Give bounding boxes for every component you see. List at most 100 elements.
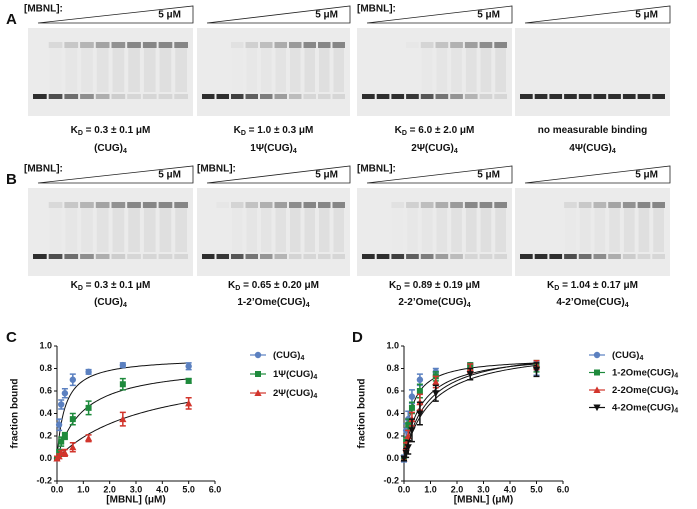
data-point [69,443,77,451]
gel-band [260,202,273,208]
gel-smear [96,48,109,92]
y-tick-label: 1.0 [39,340,52,350]
gel-smear [159,208,172,252]
gel-smear [275,208,286,252]
gel-band [245,42,258,48]
gel-band [95,254,110,259]
gel-smear [609,208,620,252]
gel-smear [333,208,344,252]
gel-smear [319,208,330,252]
x-tick-label: 6.0 [557,484,570,494]
data-point [55,421,63,428]
data-point [185,363,192,370]
gel-band [64,254,79,259]
gel-band [479,94,493,99]
gel-band [95,202,110,208]
gel-band [435,254,449,259]
gel-band [494,202,507,208]
legend-marker [593,404,601,412]
subscript: 4 [300,355,304,362]
gel-band [274,42,287,48]
gel-band [289,254,302,259]
text-piece: 1-2’Ome(CUG) [237,297,305,308]
concentration-label: [MBNL]: [357,4,396,15]
gel-smear [421,208,433,252]
gel-smear [128,48,140,92]
gel-band [158,202,173,208]
gel-band [479,202,493,208]
rna-label: (CUG)4 [94,297,127,310]
gel-band [479,42,493,48]
gel-band [231,254,244,259]
max-concentration: 5 μM [477,170,500,181]
gel-band [216,254,229,259]
text-piece: 2-2’Ome(CUG) [398,297,466,308]
concentration-wedge [366,5,513,24]
gel-band [406,94,419,99]
subscript: D [396,285,401,292]
gel-band [332,202,345,208]
gel-band [362,94,375,99]
concentration-wedge [524,5,671,24]
gel-smear [623,208,635,252]
gel-band [420,254,434,259]
data-point [55,452,63,460]
kd-label: no measurable binding [538,125,647,136]
gel-smear [232,48,243,92]
x-tick-label: 2.0 [451,484,464,494]
gel-band [464,94,478,99]
data-point [61,390,69,397]
text-piece: = 0.65 ± 0.20 μM [240,280,319,291]
gel-band [245,254,258,259]
gel-smear [81,48,93,92]
gel-band [80,42,94,48]
data-point [185,377,192,384]
gel-band [564,254,577,259]
gel-smear [275,48,286,92]
gel-band [289,42,302,48]
concentration-wedge [37,165,194,184]
gel-band [231,94,244,99]
legend-label: 4-2Ome(CUG)4 [612,402,678,415]
gel-band [376,94,390,99]
gel-band [494,94,507,99]
x-tick-label: 2.0 [103,484,116,494]
text-piece: (CUG) [94,143,123,154]
concentration-wedge [524,165,671,184]
gel-band [216,94,229,99]
gel-band [127,254,141,259]
gel-band [80,94,94,99]
gel-band [420,202,434,208]
y-tick-label: 0.8 [39,363,52,373]
gel-smear [112,48,125,92]
gel-band [245,202,258,208]
gel-band [406,42,419,48]
gel-band [33,94,47,99]
gel-band [80,254,94,259]
text-piece: K [389,280,397,291]
text-piece: K [71,125,79,136]
gel-band [80,202,94,208]
x-tick-label: 0.0 [398,484,411,494]
gel-smear [232,208,243,252]
gel-band [593,202,607,208]
gel-band [217,202,230,208]
gel-smear [319,48,330,92]
gel-band [564,202,577,208]
gel-band [231,202,244,208]
rna-label: 1Ψ(CUG)4 [250,143,297,156]
gel-band [435,42,449,48]
concentration-wedge [206,165,351,184]
gel-band [303,42,316,48]
data-point [58,438,65,445]
gel-band [391,202,405,208]
subscript: 4 [612,148,616,155]
text-piece: 2Ψ(CUG) [273,388,313,399]
gel-band [260,42,273,48]
gel-band [637,254,651,259]
text-piece: = 0.3 ± 0.1 μM [83,280,150,291]
legend-label: 1-2Ome(CUG)4 [612,367,678,380]
subscript: 4 [313,374,317,381]
subscript: 4 [674,373,678,380]
text-piece: 2-2Ome(CUG) [612,385,674,396]
